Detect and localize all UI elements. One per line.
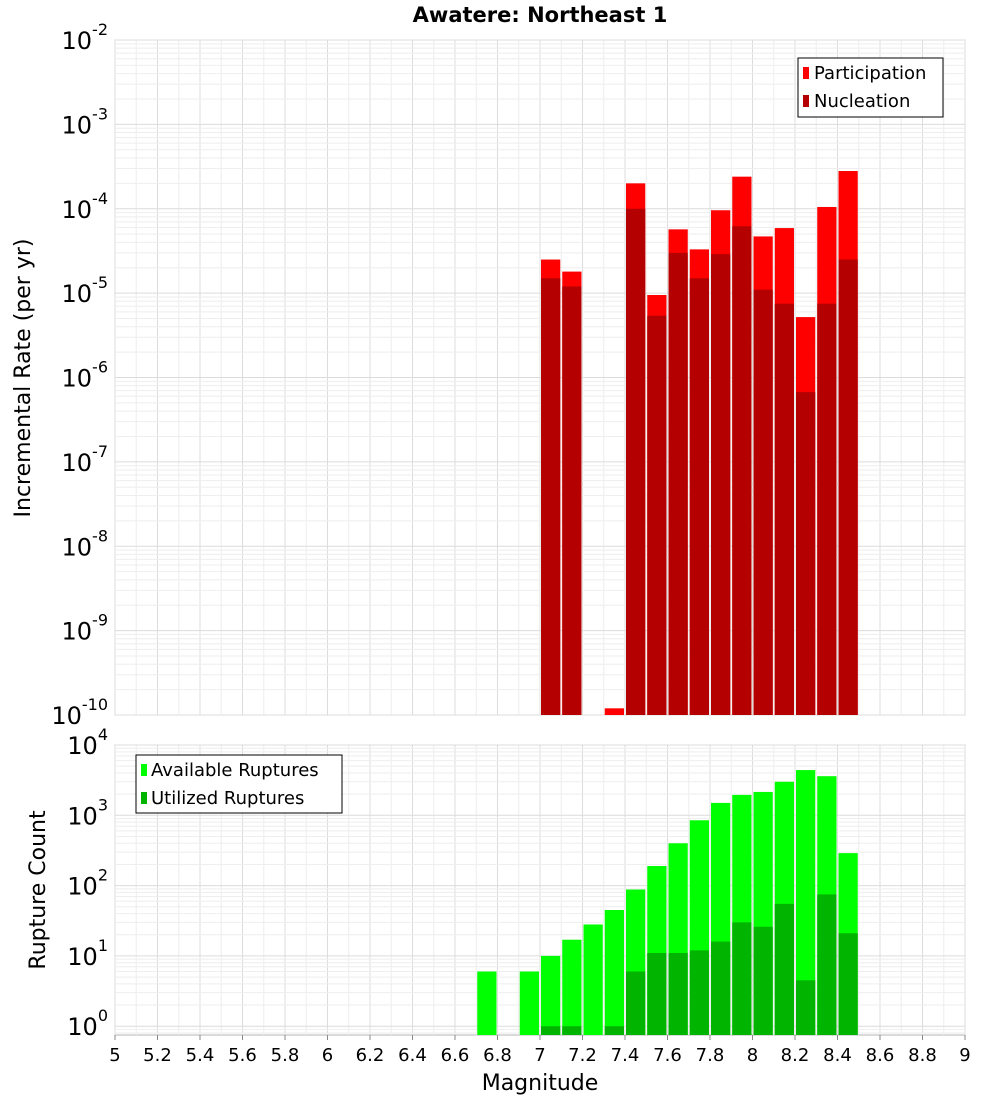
top-bars	[541, 171, 858, 716]
bottom-bar-available-ruptures	[604, 909, 624, 1035]
x-tick-label: 5.6	[228, 1045, 257, 1066]
top-bar-nucleation	[838, 259, 858, 715]
top-y-tick-label: 10-4	[62, 189, 109, 224]
top-bar-participation	[604, 708, 624, 715]
top-bar-nucleation	[541, 278, 561, 715]
legend-label-participation: Participation	[814, 63, 926, 84]
legend-label-available: Available Ruptures	[151, 760, 319, 781]
x-tick-label: 6.8	[483, 1045, 512, 1066]
top-y-tick-label: 10-8	[62, 526, 109, 561]
x-tick-label: 7.6	[653, 1045, 682, 1066]
chart-title: Awatere: Northeast 1	[413, 3, 668, 27]
bottom-bar-available-ruptures	[477, 971, 497, 1035]
top-bar-nucleation	[732, 226, 752, 715]
bottom-y-tick-label: 102	[67, 866, 108, 901]
x-tick-label: 6	[322, 1045, 333, 1066]
top-y-tick-label: 10-6	[62, 358, 109, 393]
legend-swatch-participation	[803, 67, 809, 79]
bottom-y-tick-label: 101	[67, 936, 108, 971]
top-y-tick-label: 10-10	[51, 695, 108, 730]
top-y-tick-label: 10-2	[62, 20, 109, 55]
x-tick-label: 8.2	[781, 1045, 810, 1066]
bottom-y-tick-label: 100	[67, 1006, 108, 1041]
legend-label-nucleation: Nucleation	[814, 91, 910, 112]
x-tick-label: 6.6	[441, 1045, 470, 1066]
top-y-axis-label: Incremental Rate (per yr)	[11, 239, 36, 518]
x-tick-label: 7.2	[568, 1045, 597, 1066]
x-axis-label: Magnitude	[482, 1071, 599, 1096]
top-legend: Participation Nucleation	[797, 57, 944, 118]
x-tick-label: 6.4	[398, 1045, 427, 1066]
bottom-bars	[477, 770, 858, 1035]
legend-swatch-available	[141, 764, 147, 776]
bottom-bar-available-ruptures	[541, 955, 561, 1035]
bottom-bar-utilized-ruptures	[711, 941, 731, 1035]
x-tick-label: 8.6	[866, 1045, 895, 1066]
x-ticks: 5 5.2 5.4 5.6 5.8 6 6.2 6.4 6.6 6.8 7 7.2 7.4 7.6 7.8 8…	[109, 1035, 971, 1066]
bottom-bar-utilized-ruptures	[647, 953, 667, 1035]
x-tick-label: 5.4	[186, 1045, 215, 1066]
top-legend-box	[797, 57, 944, 118]
x-tick-label: 5.2	[143, 1045, 172, 1066]
x-tick-label: 7.4	[611, 1045, 640, 1066]
bottom-bar-utilized-ruptures	[753, 926, 773, 1035]
bottom-bar-utilized-ruptures	[689, 950, 709, 1035]
x-tick-label: 8.8	[908, 1045, 937, 1066]
bottom-bar-available-ruptures	[583, 924, 603, 1035]
top-bar-nucleation	[668, 252, 688, 715]
top-bar-nucleation	[626, 208, 646, 715]
bottom-y-tick-label: 103	[67, 795, 108, 830]
bottom-bar-utilized-ruptures	[626, 971, 646, 1035]
bottom-bar-available-ruptures	[519, 971, 539, 1035]
x-tick-label: 7	[534, 1045, 545, 1066]
bottom-bar-utilized-ruptures	[668, 953, 688, 1035]
x-tick-label: 7.8	[696, 1045, 725, 1066]
bottom-y-axis-label: Rupture Count	[26, 810, 51, 970]
bottom-bar-utilized-ruptures	[838, 933, 858, 1035]
top-bar-nucleation	[774, 303, 794, 715]
bottom-bar-utilized-ruptures	[817, 894, 837, 1035]
bottom-bar-available-ruptures	[562, 939, 582, 1035]
x-tick-label: 5.8	[271, 1045, 300, 1066]
bottom-y-tick-label: 104	[67, 725, 108, 760]
top-bar-nucleation	[647, 315, 667, 715]
bottom-bar-utilized-ruptures	[796, 980, 816, 1035]
x-tick-label: 6.2	[356, 1045, 385, 1066]
top-bar-nucleation	[689, 278, 709, 715]
top-bar-nucleation	[562, 286, 582, 715]
legend-label-utilized: Utilized Ruptures	[151, 788, 304, 809]
top-bar-nucleation	[796, 392, 816, 715]
bottom-bar-utilized-ruptures	[774, 903, 794, 1035]
top-y-tick-label: 10-7	[62, 442, 109, 477]
top-bar-nucleation	[753, 289, 773, 715]
top-grid	[114, 39, 966, 716]
x-tick-label: 9	[959, 1045, 970, 1066]
legend-swatch-utilized	[141, 792, 147, 804]
legend-swatch-nucleation	[803, 95, 809, 107]
x-tick-label: 8	[747, 1045, 758, 1066]
top-y-tick-label: 10-3	[62, 104, 109, 139]
bottom-bar-utilized-ruptures	[604, 1026, 624, 1035]
bottom-y-ticks: 100 101 102 103 104	[67, 725, 108, 1041]
top-bar-nucleation	[711, 254, 731, 716]
bottom-legend-box	[135, 754, 343, 814]
bottom-bar-utilized-ruptures	[562, 1026, 582, 1035]
x-tick-label: 8.4	[823, 1045, 852, 1066]
top-y-ticks: 10-10 10-9 10-8 10-7 10-6 10-5 10-4 10-3 10-2	[51, 20, 108, 730]
bottom-legend: Available Ruptures Utilized Ruptures	[135, 754, 343, 814]
x-tick-label: 5	[109, 1045, 120, 1066]
bottom-bar-available-ruptures	[796, 770, 816, 1035]
top-y-tick-label: 10-9	[62, 611, 109, 646]
top-y-tick-label: 10-5	[62, 273, 109, 308]
bottom-bar-utilized-ruptures	[732, 922, 752, 1035]
bottom-bar-utilized-ruptures	[541, 1026, 561, 1035]
top-bar-nucleation	[817, 303, 837, 715]
